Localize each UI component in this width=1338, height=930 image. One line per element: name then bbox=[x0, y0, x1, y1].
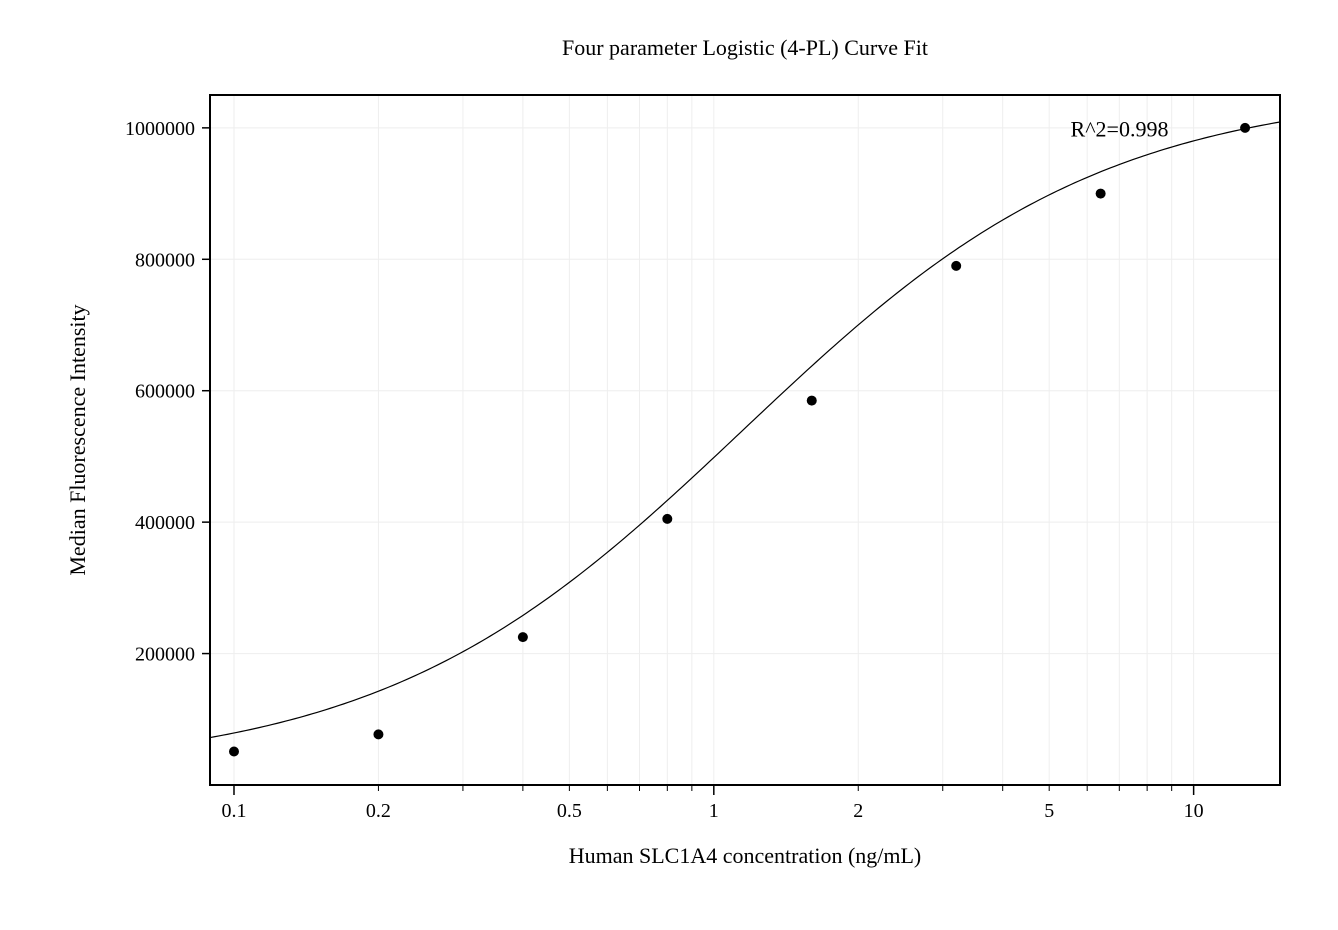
data-point bbox=[518, 632, 528, 642]
y-tick-label: 800000 bbox=[135, 249, 195, 271]
y-axis-label: Median Fluorescence Intensity bbox=[65, 304, 90, 575]
y-tick-label: 200000 bbox=[135, 644, 195, 666]
r-squared-annotation: R^2=0.998 bbox=[1071, 116, 1169, 141]
x-tick-label: 2 bbox=[853, 800, 863, 822]
chart-title: Four parameter Logistic (4-PL) Curve Fit bbox=[562, 35, 928, 60]
y-tick-label: 400000 bbox=[135, 512, 195, 534]
data-point bbox=[373, 729, 383, 739]
data-point bbox=[1096, 189, 1106, 199]
x-tick-label: 0.5 bbox=[557, 800, 582, 822]
x-tick-label: 5 bbox=[1044, 800, 1054, 822]
x-tick-label: 0.2 bbox=[366, 800, 391, 822]
x-axis-label: Human SLC1A4 concentration (ng/mL) bbox=[569, 843, 922, 868]
data-point bbox=[951, 261, 961, 271]
x-tick-label: 0.1 bbox=[221, 800, 246, 822]
x-tick-label: 10 bbox=[1184, 800, 1204, 822]
data-point bbox=[807, 396, 817, 406]
y-tick-label: 600000 bbox=[135, 381, 195, 403]
data-point bbox=[1240, 123, 1250, 133]
chart-svg: 0.1 0.2 0.5 1 2 5 10 200000 400000 600000 800000 10… bbox=[0, 0, 1338, 930]
data-point bbox=[229, 746, 239, 756]
data-point bbox=[662, 514, 672, 524]
chart-container: 0.1 0.2 0.5 1 2 5 10 200000 400000 600000 800000 10… bbox=[0, 0, 1338, 930]
x-tick-label: 1 bbox=[709, 800, 719, 822]
y-tick-label: 1000000 bbox=[125, 118, 195, 140]
